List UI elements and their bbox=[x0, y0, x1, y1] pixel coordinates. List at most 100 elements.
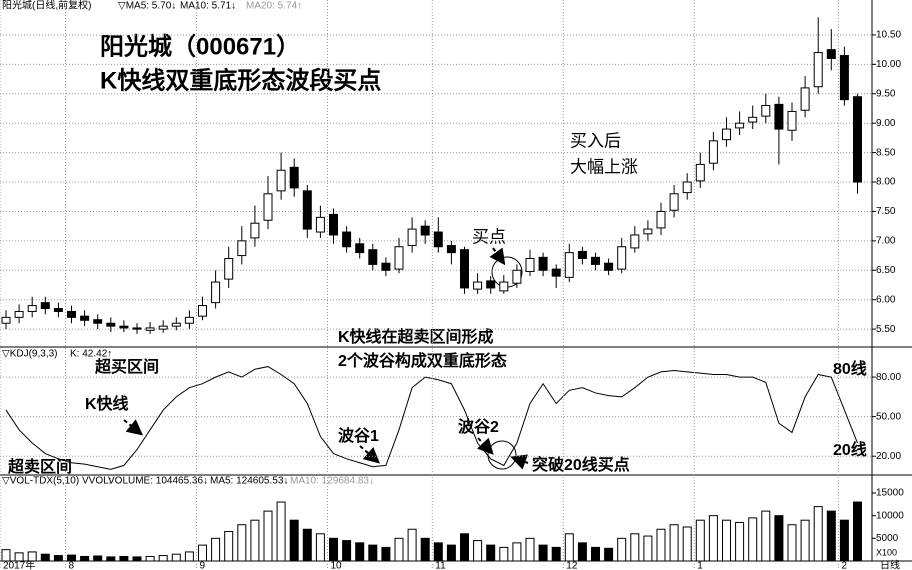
period-label: 日线 bbox=[880, 559, 900, 570]
unit-label: X100 bbox=[876, 547, 897, 557]
candle-body bbox=[14, 310, 24, 318]
candle-body bbox=[53, 308, 63, 312]
candle-body bbox=[630, 234, 640, 249]
y-tick-label: 8.50 bbox=[876, 147, 896, 158]
candle-body bbox=[669, 193, 679, 211]
volume-bar bbox=[538, 544, 548, 562]
volume-bar bbox=[329, 537, 338, 562]
candle-body bbox=[407, 228, 417, 247]
volume-bar bbox=[761, 510, 771, 562]
volume-bar bbox=[591, 546, 600, 562]
candle-body bbox=[106, 322, 116, 327]
annotation: 买点 bbox=[472, 227, 506, 246]
volume-bar bbox=[486, 544, 496, 562]
volume-bar bbox=[656, 528, 666, 562]
volume-bar bbox=[289, 519, 299, 562]
x-tick-label: 2017年 bbox=[3, 559, 35, 570]
y-tick-label: 15000 bbox=[876, 488, 904, 499]
header-ma5: ▽MA5: 5.70↓ bbox=[118, 1, 176, 12]
candle-body bbox=[538, 256, 548, 271]
arrow bbox=[359, 445, 380, 464]
header-vvol: VVOL: bbox=[82, 476, 111, 487]
candle-body bbox=[132, 327, 142, 330]
candle-body bbox=[224, 258, 234, 280]
annotation: 买入后 bbox=[570, 131, 621, 150]
candle-body bbox=[315, 216, 325, 233]
y-tick-label: 10.00 bbox=[876, 59, 901, 70]
candle-body bbox=[420, 225, 430, 236]
volume-bar bbox=[106, 556, 116, 562]
candle-body bbox=[198, 305, 207, 317]
candle-body bbox=[27, 305, 37, 312]
annotation: 突破20线买点 bbox=[532, 455, 630, 474]
x-tick-label: 10 bbox=[331, 561, 343, 570]
header-vol: ▽VOL-TDX(5,10) bbox=[2, 476, 79, 487]
volume-bar bbox=[826, 510, 836, 562]
candle-body bbox=[211, 281, 221, 304]
annotation: 大幅上涨 bbox=[570, 157, 638, 176]
volume-bar bbox=[512, 542, 522, 562]
candle-body bbox=[433, 231, 443, 248]
volume-bar bbox=[708, 515, 718, 562]
y-tick-label: 10000 bbox=[876, 510, 904, 521]
volume-bar bbox=[800, 519, 810, 562]
volume-bar bbox=[682, 526, 692, 562]
candle-body bbox=[158, 325, 168, 330]
candle-body bbox=[826, 49, 836, 59]
kdj-k-line bbox=[5, 366, 858, 470]
annotation: 20线 bbox=[833, 440, 867, 459]
candle-body bbox=[381, 262, 391, 271]
candle-body bbox=[761, 105, 771, 117]
volume-bar bbox=[158, 555, 168, 562]
candle-body bbox=[1, 316, 11, 324]
volume-bar bbox=[774, 515, 784, 562]
annotation: 80线 bbox=[833, 359, 867, 378]
candle-body bbox=[774, 103, 784, 130]
x-tick-label: 9 bbox=[200, 561, 206, 570]
x-tick-label: 2 bbox=[841, 561, 847, 570]
candle-body bbox=[853, 96, 862, 183]
volume-bar bbox=[420, 537, 430, 562]
y-tick-label: 5000 bbox=[876, 533, 899, 544]
arrow bbox=[476, 437, 494, 455]
volume-bar bbox=[355, 542, 365, 562]
header-ma20: MA20: 5.74↑ bbox=[246, 1, 302, 12]
candle-body bbox=[800, 87, 810, 111]
volume-bar bbox=[577, 542, 587, 562]
candle-body bbox=[80, 315, 90, 321]
volume-bar bbox=[40, 553, 50, 562]
arrow bbox=[489, 247, 506, 266]
candle-body bbox=[813, 52, 823, 88]
candle-body bbox=[787, 110, 797, 131]
y-tick-label: 80.00 bbox=[876, 372, 901, 383]
candle-body bbox=[119, 325, 129, 329]
volume-bar bbox=[211, 537, 221, 562]
y-tick-label: 50.00 bbox=[876, 411, 901, 422]
annotation: 波谷2 bbox=[458, 417, 499, 436]
volume-bar bbox=[460, 533, 469, 562]
volume-bar bbox=[145, 555, 155, 562]
candle-body bbox=[551, 268, 561, 277]
arrow bbox=[123, 419, 144, 436]
x-tick-label: 11 bbox=[435, 561, 446, 570]
header-volume: VOLUME: 104465.36↓ bbox=[108, 476, 208, 487]
candle-body bbox=[591, 256, 600, 265]
volume-bar bbox=[839, 519, 849, 562]
candle-body bbox=[839, 55, 849, 101]
volume-bar bbox=[14, 552, 24, 562]
volume-bar bbox=[80, 555, 90, 562]
y-tick-label: 9.00 bbox=[876, 118, 896, 129]
volume-bar bbox=[722, 519, 731, 562]
volume-bar bbox=[198, 544, 207, 562]
annotation: K快线在超卖区间形成 bbox=[338, 327, 494, 346]
volume-bar bbox=[433, 542, 443, 562]
candle-body bbox=[263, 193, 273, 221]
header-ma10: MA10: 5.71↓ bbox=[180, 1, 236, 12]
volume-bar bbox=[604, 547, 614, 562]
volume-bar bbox=[735, 521, 745, 562]
volume-bar bbox=[617, 537, 627, 562]
x-tick-label: 12 bbox=[566, 561, 578, 570]
volume-bar bbox=[119, 555, 129, 562]
candle-body bbox=[394, 246, 404, 270]
